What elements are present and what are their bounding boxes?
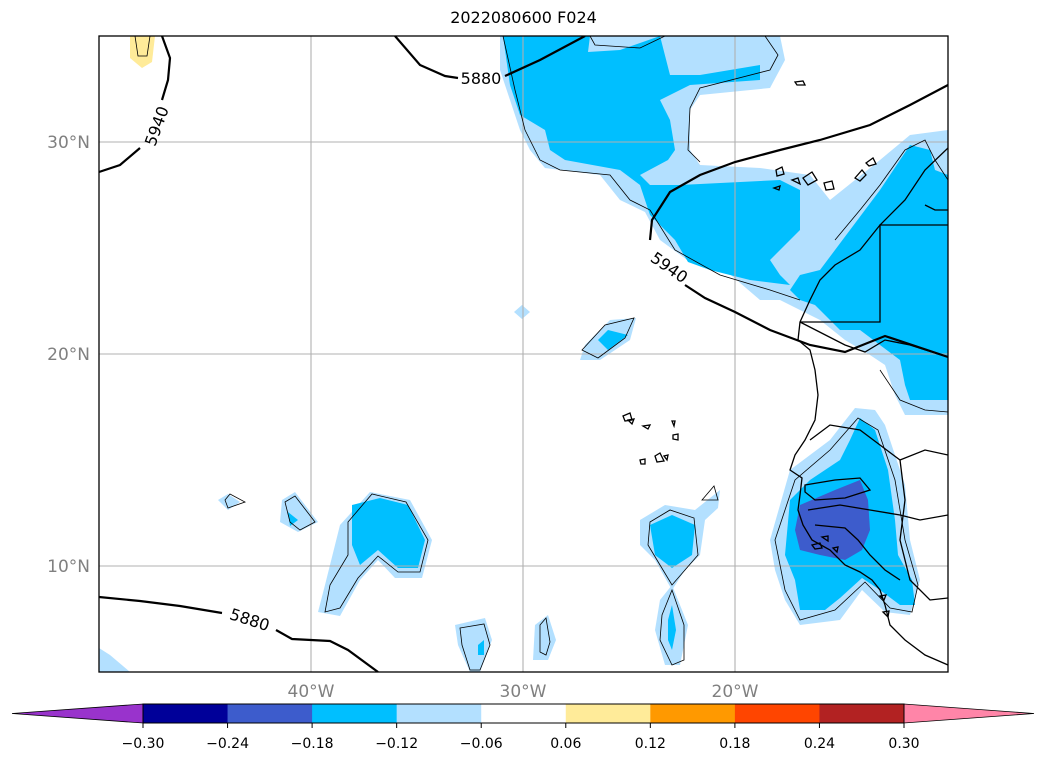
colorbar-tick-label: −0.24 [206,736,249,752]
lon-label: 20°W [712,682,759,702]
colorbar-tick-label: 0.30 [888,736,919,752]
colorbar: −0.30 −0.24 −0.18 −0.12 −0.06 0.06 0.12 0.18 0.2… [11,703,1035,752]
colorbar-tick-label: −0.12 [375,736,418,752]
contour-label: 5880 [227,604,272,635]
lon-label: 30°W [500,682,547,702]
lon-label: 40°W [288,682,335,702]
colorbar-bin [227,704,313,723]
colorbar-tick-label: −0.18 [291,736,334,752]
colorbar-tick-label: 0.06 [550,736,581,752]
map-title: 2022080600 F024 [450,8,597,27]
colorbar-bin [312,704,398,723]
colorbar-bin [143,704,229,723]
lat-label: 30°N [47,133,90,153]
map-panel [99,36,948,672]
colorbar-bin [481,704,567,723]
lat-label: 20°N [47,345,90,365]
colorbar-over-arrow [903,703,1035,724]
map-frame [98,35,949,673]
colorbar-bin [396,704,482,723]
height-contours [99,36,948,672]
colorbar-tick-label: 0.24 [804,736,835,752]
colorbar-tick-label: −0.30 [122,736,165,752]
colorbar-tick-label: 0.12 [635,736,666,752]
colorbar-tick-label: 0.18 [719,736,750,752]
colorbar-bin [650,704,736,723]
colorbar-under-arrow [11,703,144,724]
colorbar-bin [819,704,905,723]
thin-contours [224,36,948,671]
colorbar-frame [142,703,905,724]
colorbar-bin [565,704,651,723]
colorbar-tick-label: −0.06 [460,736,503,752]
contour-label: 5880 [461,69,502,88]
shading-blue [795,480,870,560]
colorbar-bin [734,704,820,723]
shading-yellow [130,36,155,68]
gridlines [99,36,948,672]
lat-label: 10°N [47,557,90,577]
